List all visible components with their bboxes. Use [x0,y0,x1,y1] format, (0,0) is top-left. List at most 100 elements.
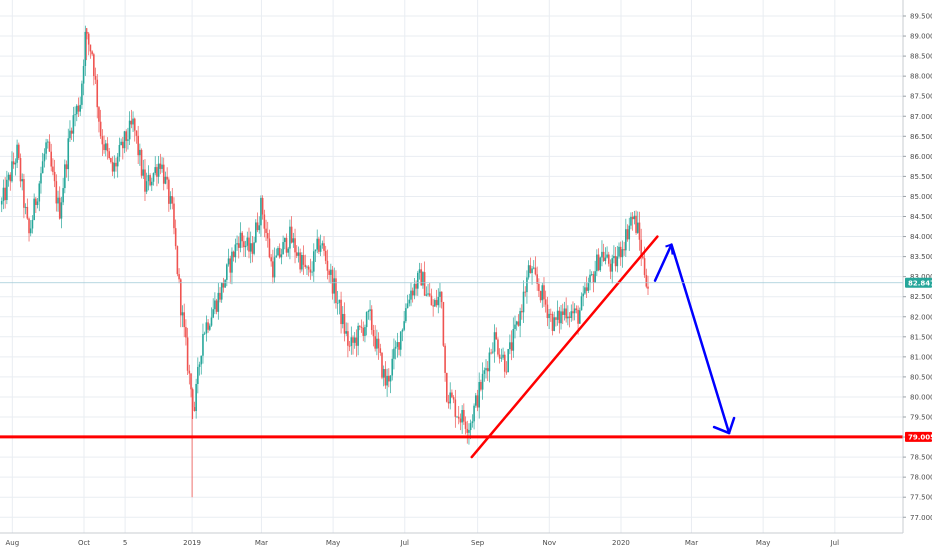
candle-body [287,248,290,253]
candle-body [23,179,25,208]
candle-body [111,161,114,172]
candle-body [219,292,221,300]
candle-body [428,293,431,296]
candle-body [531,268,533,274]
candle-body [396,342,399,347]
y-tick-label: 81.000 [910,353,932,361]
x-tick-label: Mar [685,539,698,547]
candle-body [55,181,58,204]
candle-body [18,144,20,159]
candle-body [140,149,143,176]
candle-body [14,162,17,165]
y-tick-label: 89.500 [910,13,932,21]
candle-body [580,296,583,311]
candle-body [628,225,631,240]
y-tick-label: 81.500 [910,333,932,341]
candle-body [452,397,455,400]
candle-body [82,66,85,84]
candle-body [567,316,569,319]
candle-body [382,369,385,378]
candle-body [444,345,446,373]
y-tick-label: 84.500 [910,213,932,221]
candle-body [46,141,49,143]
candle-body [560,311,562,324]
y-tick-label: 85.500 [910,173,932,181]
candle-body [147,175,150,182]
candle-body [643,258,646,276]
candle-body [401,329,404,332]
candle-body [534,267,537,275]
candle-body [408,299,411,304]
candle-body [589,274,591,283]
y-tick-label: 85.000 [910,193,932,201]
candle-body [197,366,199,384]
candle-body [261,197,264,215]
candle-body [144,169,146,192]
candle-body [619,246,622,258]
candle-body [132,118,134,125]
y-tick-label: 78.000 [910,474,932,482]
candle-body [572,311,574,314]
candle-body [272,261,274,278]
candle-body [445,372,448,402]
candle-body [601,251,603,258]
candle-body [638,222,641,240]
candle-body [430,295,433,306]
candle-body [413,283,416,296]
candle-body [161,164,163,169]
candle-body [425,294,428,296]
x-tick-label: 5 [123,539,127,547]
y-tick-label: 83.500 [910,253,932,261]
candle-body [388,375,390,382]
y-tick-label: 77.000 [910,514,932,522]
candle-body [330,269,332,275]
candle-body [198,364,201,367]
price-badge-label: 79.005 [908,433,932,441]
candle-body [451,392,453,398]
candle-body [217,292,220,312]
candle-body [195,383,197,411]
candle-body [362,327,365,336]
candle-body [229,258,232,273]
candle-body [193,407,196,411]
candle-body [285,237,288,253]
candle-body [469,423,472,431]
candle-body [311,271,313,273]
candle-body [604,257,607,261]
candle-body [280,254,283,258]
y-tick-label: 83.000 [910,273,932,281]
candle-body [169,196,172,204]
candle-body [476,395,479,408]
candle-body [4,187,6,201]
candle-body [86,31,88,34]
candle-body [369,309,371,311]
candle-body [87,33,90,45]
candle-body [486,368,489,372]
candle-body [178,274,180,280]
candle-body [99,121,102,137]
candle-body [207,322,209,330]
candle-body [110,158,112,162]
candle-body [77,105,80,112]
candle-body [244,245,247,248]
candle-body [548,313,550,319]
candle-body [179,279,182,316]
candle-body [427,293,429,295]
y-tick-label: 88.000 [910,73,932,81]
candle-body [268,238,271,258]
candle-body [340,299,342,325]
candle-body [418,269,421,273]
y-tick-label: 77.500 [910,494,932,502]
candle-body [420,269,423,286]
candle-body [234,244,237,258]
candle-body [265,228,267,234]
candle-body [503,354,506,372]
candle-body [251,243,254,254]
candle-body [473,405,475,422]
candle-body [636,222,639,233]
x-tick-label: Nov [542,539,556,547]
candle-body [67,138,70,170]
candle-body [75,105,78,115]
candle-body [43,153,46,162]
